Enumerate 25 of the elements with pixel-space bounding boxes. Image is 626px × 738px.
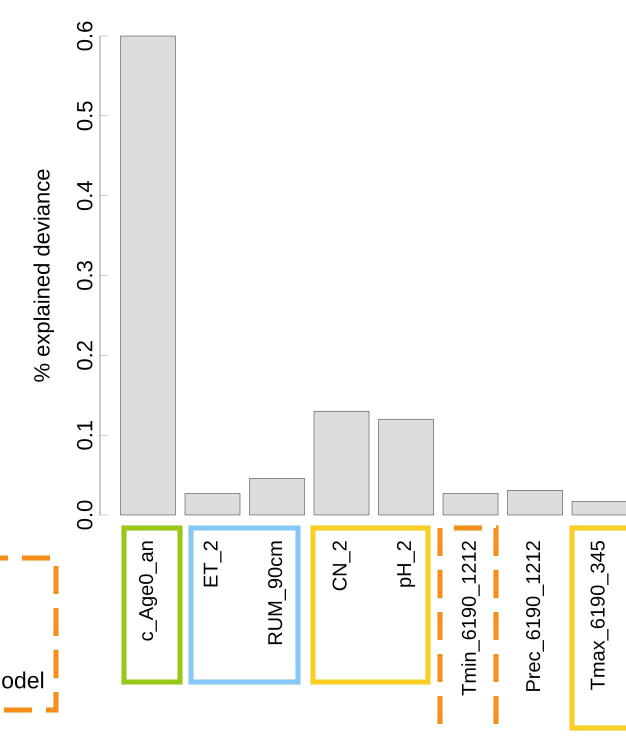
x-tick-label: RUM_90cm	[268, 542, 286, 644]
bar	[443, 493, 498, 515]
text: odel	[2, 672, 44, 688]
y-tick-label: 0.0	[76, 500, 92, 530]
x-tick-label: ET_2	[204, 541, 222, 586]
bar	[184, 493, 240, 515]
bar	[572, 501, 626, 516]
x-tick-label: Tmin_6190_1212	[461, 541, 480, 696]
y-tick-label: 0.1	[76, 420, 92, 450]
bar	[120, 36, 176, 515]
y-tick-label: 0.4	[76, 181, 92, 210]
y-tick-label: 0.6	[76, 22, 92, 50]
bar	[508, 490, 563, 515]
y-tick-label: 0.2	[76, 341, 92, 370]
x-tick-label: Prec_6190_1212	[526, 541, 544, 691]
y-tick-label: 0.5	[76, 101, 92, 130]
bar	[314, 411, 370, 515]
y-axis-title: % explained deviance	[34, 170, 54, 382]
x-tick-label: CN_2	[332, 541, 350, 590]
bar	[378, 419, 434, 515]
x-tick-label: pH_2	[396, 541, 416, 587]
bar	[250, 478, 305, 515]
y-tick-label: 0.3	[76, 261, 92, 290]
x-tick-label: c_Age0_an	[138, 542, 158, 641]
x-tick-label: Tmax_6190_345	[590, 541, 608, 690]
